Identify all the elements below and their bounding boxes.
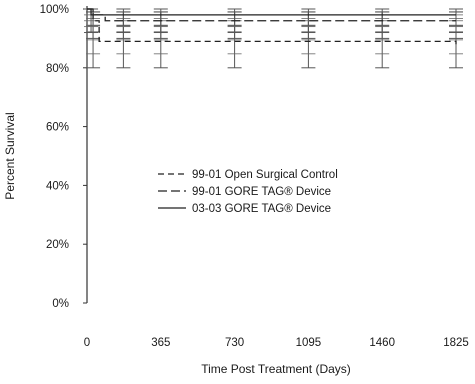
legend-label: 03-03 GORE TAG® Device <box>192 203 331 215</box>
tick-labels: 0% 20% 40% 60% 80% 100% 0 365 730 1095 1460 1825 <box>40 4 469 349</box>
legend: 99-01 Open Surgical Control 99-01 GORE TA… <box>158 169 338 215</box>
y-tick-label: 0% <box>52 298 69 310</box>
x-tick-label: 730 <box>225 337 244 349</box>
y-tick-label: 40% <box>46 180 69 192</box>
legend-label: 99-01 GORE TAG® Device <box>192 186 331 198</box>
y-tick-label: 60% <box>46 122 69 134</box>
y-tick-label: 80% <box>46 63 69 75</box>
y-tick-label: 20% <box>46 239 69 251</box>
series-lines <box>87 8 457 45</box>
x-tick-label: 0 <box>84 337 90 349</box>
chart-axes <box>83 6 88 304</box>
legend-label: 99-01 Open Surgical Control <box>192 169 338 181</box>
x-tick-label: 365 <box>151 337 170 349</box>
y-tick-label: 100% <box>40 4 69 16</box>
x-tick-label: 1825 <box>443 337 469 349</box>
x-tick-label: 1095 <box>296 337 322 349</box>
series-line <box>87 8 456 16</box>
x-axis-label: Time Post Treatment (Days) <box>201 362 351 376</box>
y-axis-label: Percent Survival <box>3 112 17 199</box>
series-line <box>87 8 457 45</box>
error-bars <box>84 8 463 69</box>
x-tick-label: 1460 <box>369 337 395 349</box>
